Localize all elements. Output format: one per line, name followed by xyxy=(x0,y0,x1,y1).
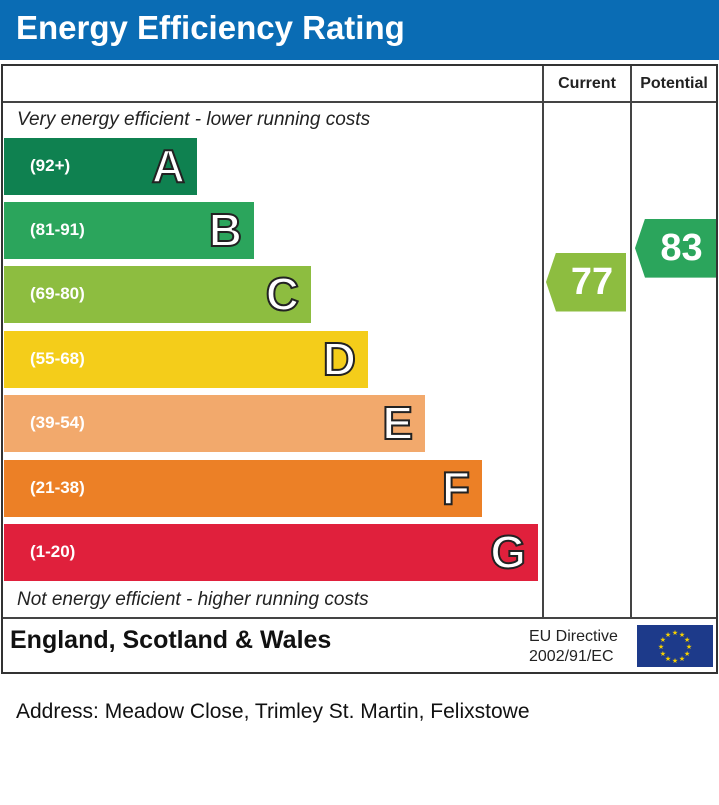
band-letter: G xyxy=(489,525,527,579)
star-icon: ★ xyxy=(679,655,685,663)
top-note: Very energy efficient - lower running co… xyxy=(17,109,371,130)
bottom-note: Not energy efficient - higher running co… xyxy=(17,589,369,610)
star-icon: ★ xyxy=(684,636,690,644)
region-label: England, Scotland & Wales xyxy=(10,626,332,654)
star-icon: ★ xyxy=(672,657,678,665)
potential-rating-arrow: 83 xyxy=(635,218,716,278)
divider-current xyxy=(542,66,544,619)
band-range: (55-68) xyxy=(30,349,85,368)
star-icon: ★ xyxy=(686,643,692,651)
band-letter: C xyxy=(265,267,300,321)
star-icon: ★ xyxy=(672,629,678,637)
star-icon: ★ xyxy=(660,636,666,644)
eu-flag-icon: ★ ★ ★ ★ ★ ★ ★ ★ ★ ★ ★ ★ xyxy=(637,625,713,667)
header-divider xyxy=(3,101,716,103)
directive-line2: 2002/91/EC xyxy=(529,648,614,665)
address: Address: Meadow Close, Trimley St. Marti… xyxy=(16,700,530,723)
star-icon: ★ xyxy=(684,650,690,658)
band-range: (81-91) xyxy=(30,220,85,239)
current-rating-arrow: 77 xyxy=(546,252,626,312)
eu-directive: EU Directive 2002/91/EC xyxy=(529,627,618,667)
rating-table: Current Potential Very energy efficient … xyxy=(1,64,718,674)
footer-divider xyxy=(3,617,716,619)
column-potential: Potential xyxy=(640,75,708,92)
band-bar-g: (1-20) G xyxy=(4,524,538,581)
band-bar-b: (81-91) B xyxy=(4,202,254,259)
column-current: Current xyxy=(558,75,616,92)
divider-potential xyxy=(630,66,632,619)
star-icon: ★ xyxy=(679,631,685,639)
band-letter: D xyxy=(322,332,357,386)
header-banner: Energy Efficiency Rating xyxy=(0,0,719,60)
band-range: (1-20) xyxy=(30,542,76,561)
star-icon: ★ xyxy=(665,655,671,663)
band-letter: F xyxy=(441,461,471,515)
band-bar-a: (92+) A xyxy=(4,138,197,195)
star-icon: ★ xyxy=(658,643,664,651)
band-range: (69-80) xyxy=(30,284,85,303)
band-letter: B xyxy=(208,203,243,257)
star-icon: ★ xyxy=(660,650,666,658)
band-bar-c: (69-80) C xyxy=(4,266,311,323)
chart-title: Energy Efficiency Rating xyxy=(16,9,405,46)
band-range: (21-38) xyxy=(30,478,85,497)
band-range: (39-54) xyxy=(30,413,85,432)
directive-line1: EU Directive xyxy=(529,628,618,645)
star-icon: ★ xyxy=(665,631,671,639)
band-letter: A xyxy=(151,139,186,193)
band-bar-f: (21-38) F xyxy=(4,460,482,517)
band-bar-e: (39-54) E xyxy=(4,395,425,452)
band-letter: E xyxy=(381,396,414,450)
band-bar-d: (55-68) D xyxy=(4,331,368,388)
band-range: (92+) xyxy=(30,156,71,175)
